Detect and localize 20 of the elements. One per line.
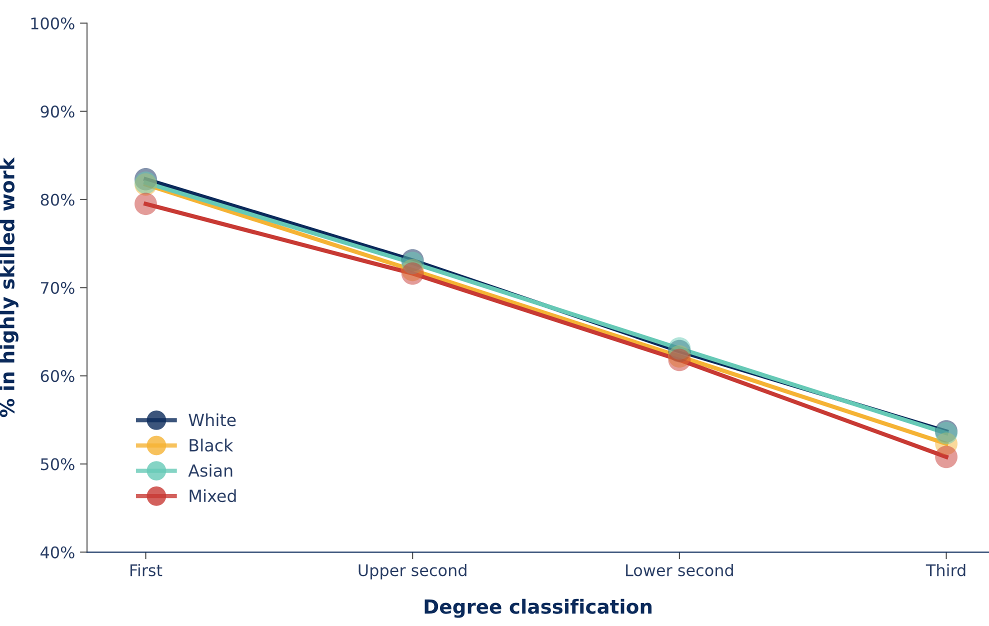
x-tick-label: Third: [926, 564, 966, 576]
y-tick-label: 50%: [40, 458, 74, 470]
legend-label: White: [188, 413, 236, 426]
x-tick-label: First: [130, 564, 162, 576]
y-tick-label: 70%: [41, 282, 74, 294]
x-axis-title: Degree classification: [424, 598, 652, 618]
y-tick-label: 60%: [40, 370, 74, 382]
y-tick-label: 40%: [40, 546, 74, 558]
point: [134, 192, 157, 216]
y-tick-label: 100%: [31, 17, 74, 30]
legend-label: Mixed: [190, 489, 236, 502]
legend-label: Black: [190, 438, 234, 452]
point: [401, 262, 424, 285]
x-tick-label: Lower second: [626, 564, 733, 576]
point: [668, 348, 691, 372]
y-tick-label: 80%: [40, 194, 74, 206]
y-tick-label: 90%: [40, 106, 74, 118]
legend-label: Asian: [188, 464, 232, 477]
x-tick-label: Upper second: [358, 564, 466, 580]
point: [935, 446, 958, 468]
